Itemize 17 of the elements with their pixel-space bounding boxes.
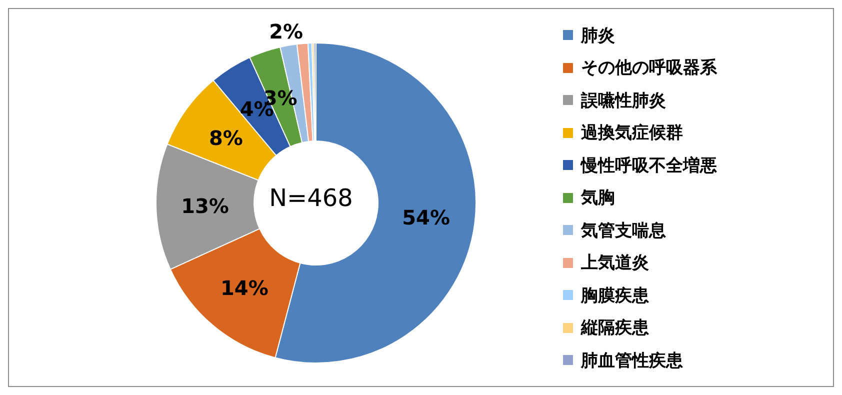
legend-label: 縦隔疾患 [581,317,649,339]
data-label: 13% [181,194,229,218]
data-label: 2% [269,20,304,44]
legend-label: 慢性呼吸不全増悪 [581,154,717,176]
data-label: 54% [402,205,450,230]
text: N=468 [269,184,353,212]
legend-label: 気管支喘息 [581,220,666,242]
legend-label: 上気道炎 [581,252,649,274]
legend-label: 過換気症候群 [581,122,683,144]
legend-label: 肺炎 [581,24,615,46]
legend-label: その他の呼吸器系 [581,57,717,79]
data-label: 14% [220,276,268,300]
legend-label: 誤嚥性肺炎 [581,90,666,112]
legend-label: 胸膜疾患 [581,284,649,306]
legend-label: 肺血管性疾患 [581,350,683,372]
data-label: 8% [209,126,243,150]
legend-label: 気胸 [581,187,615,209]
